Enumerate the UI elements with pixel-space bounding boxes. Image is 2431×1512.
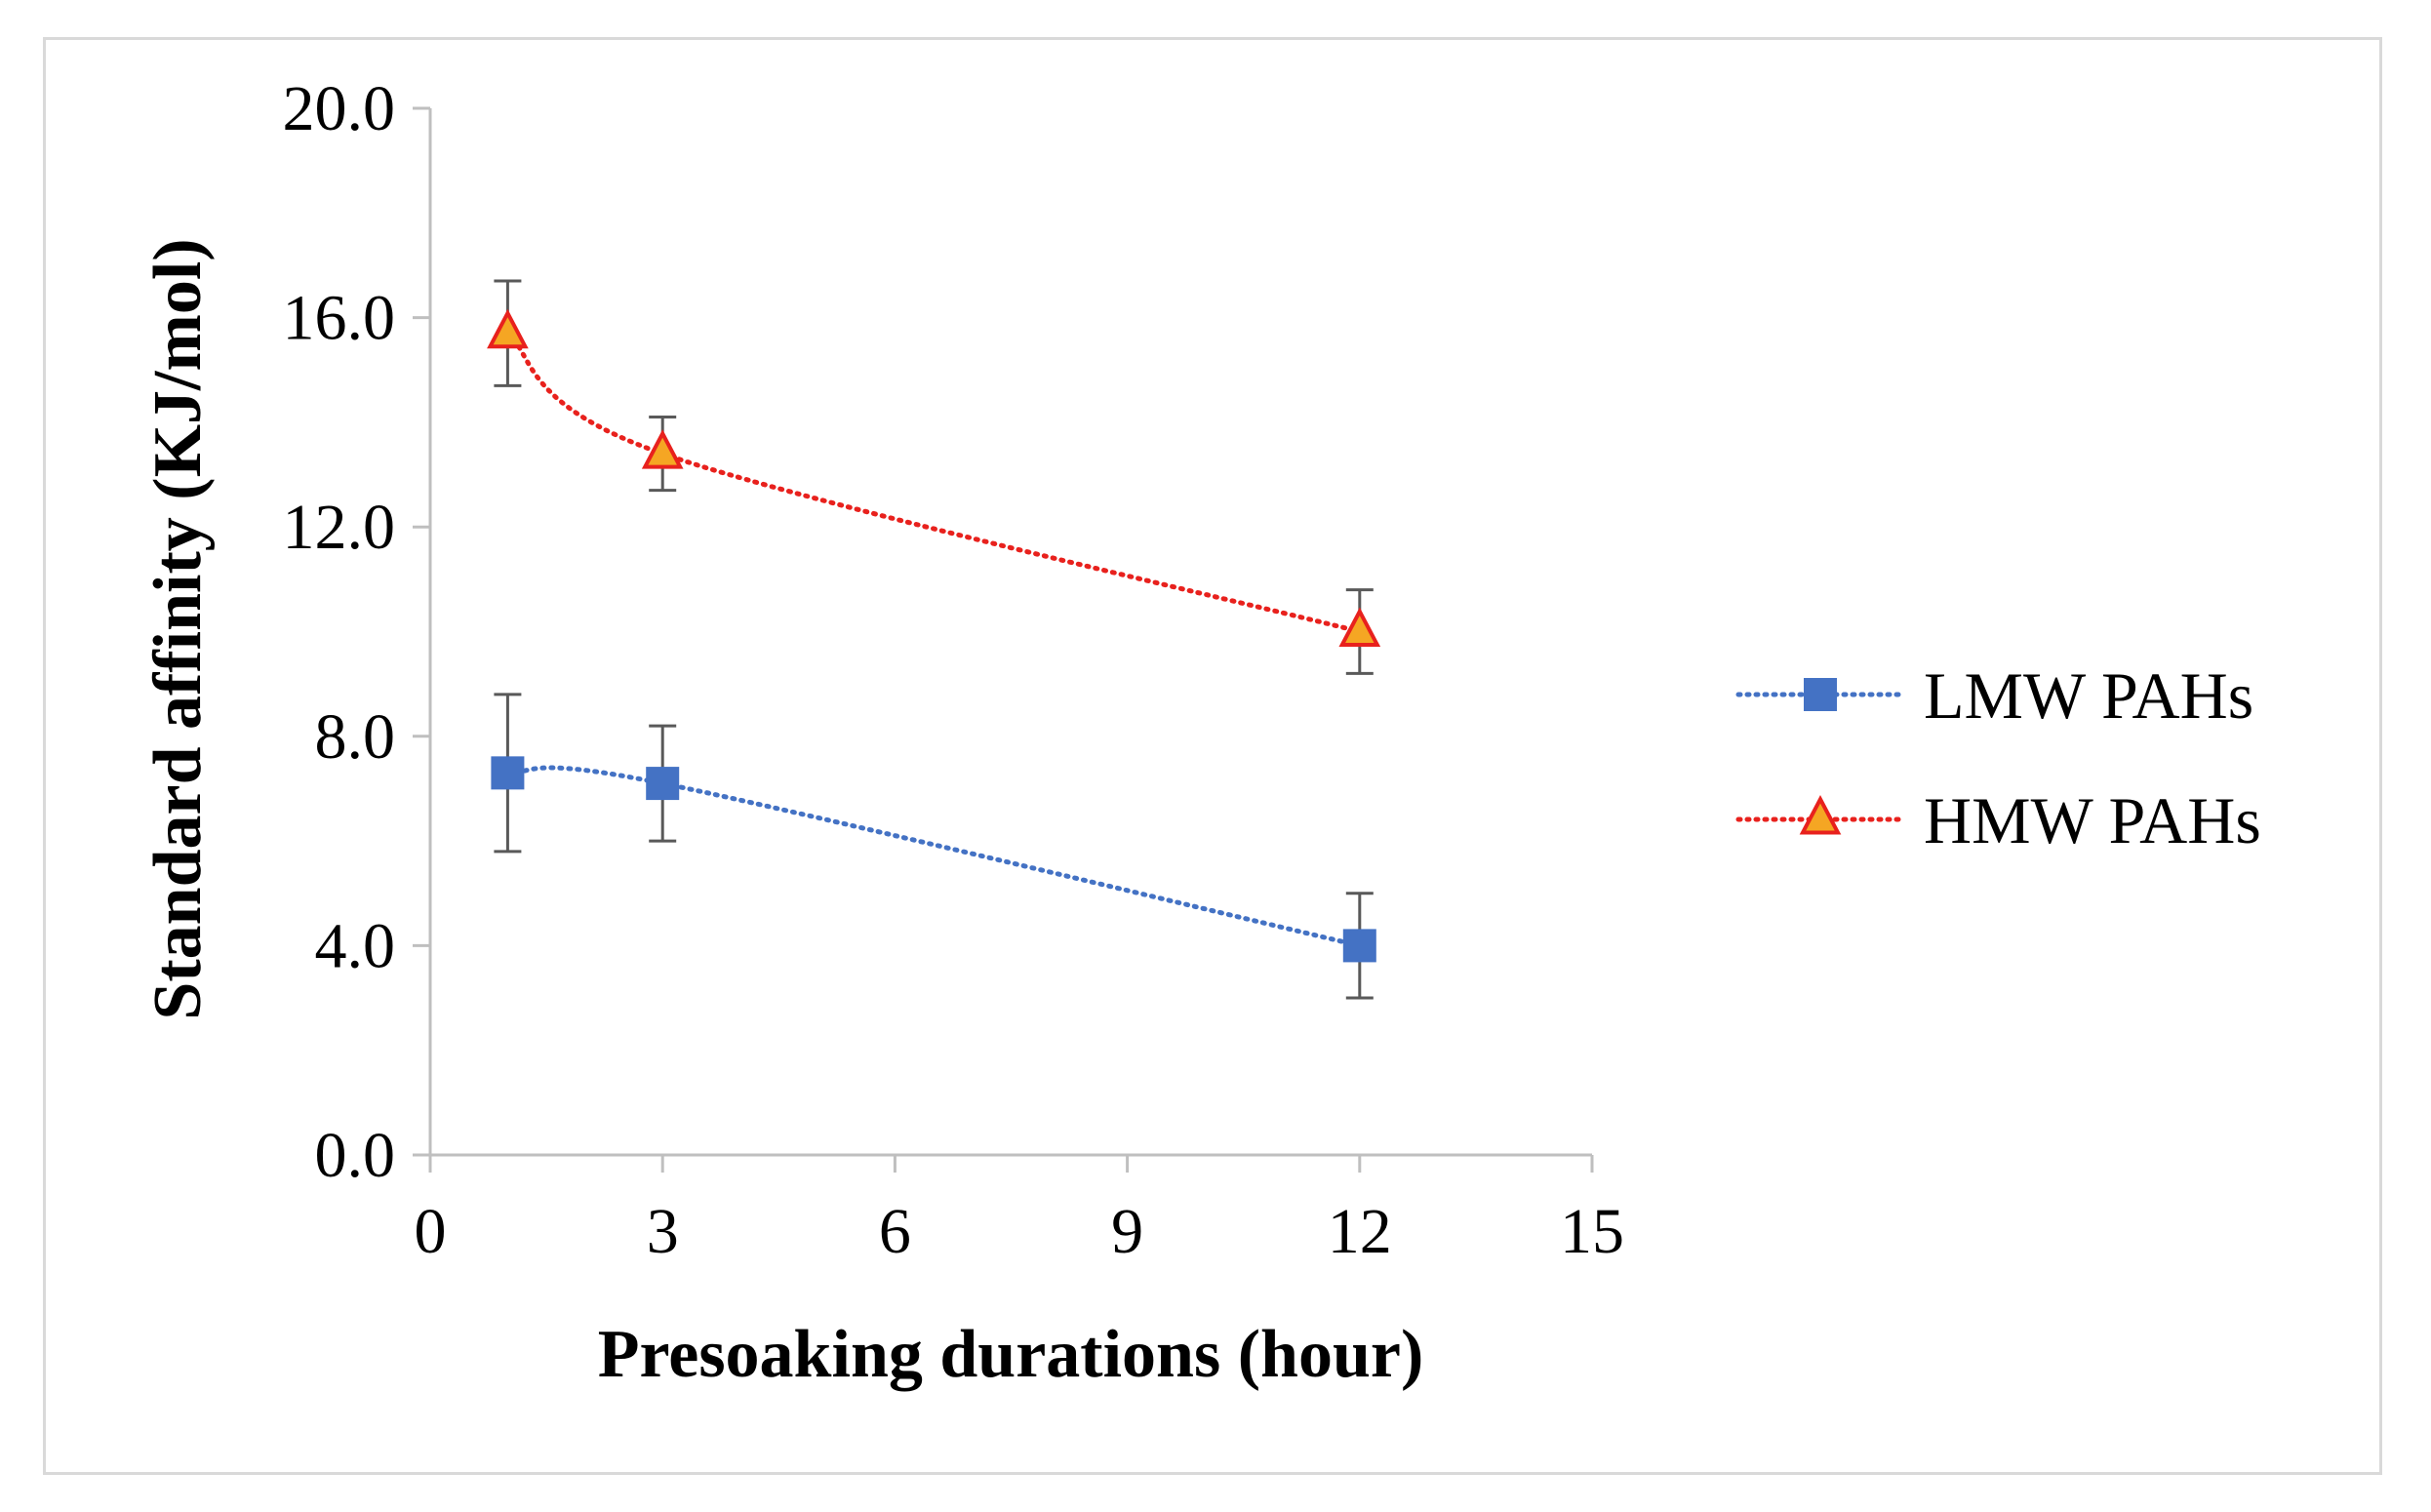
y-tick-label: 16.0 xyxy=(283,283,396,354)
series-line-hmw-pahs xyxy=(504,331,1363,634)
square-marker-legend xyxy=(1804,678,1837,711)
x-tick-label: 0 xyxy=(415,1196,447,1267)
triangle-marker xyxy=(487,308,529,349)
square-marker xyxy=(646,767,680,801)
x-tick-label: 6 xyxy=(879,1196,911,1267)
series-line-lmw-pahs xyxy=(504,765,1363,948)
chart-frame xyxy=(43,37,2382,1475)
axes: 0.0 4.0 8.0 12.0 16.0 20.0 0 3 6 9 12 15 xyxy=(283,73,1625,1267)
legend-item-hmw-pahs: HMW PAHs xyxy=(1735,783,2261,857)
y-tick-label: 12.0 xyxy=(283,492,396,563)
x-tick-label: 3 xyxy=(647,1196,679,1267)
triangle-marker xyxy=(641,429,684,469)
triangle-marker xyxy=(1338,607,1381,647)
square-marker xyxy=(491,756,525,790)
y-axis-title: Standard affinity (KJ/mol) xyxy=(140,238,216,1019)
y-tick-label: 8.0 xyxy=(315,701,396,773)
legend-label: LMW PAHs xyxy=(1924,658,2253,733)
x-axis-title: Presoaking durations (hour) xyxy=(598,1317,1424,1392)
series-hmw-pahs xyxy=(487,279,1381,675)
x-tick-label: 9 xyxy=(1111,1196,1143,1267)
legend-item-lmw-pahs: LMW PAHs xyxy=(1735,658,2253,733)
square-marker xyxy=(1342,929,1376,963)
series-lmw-pahs xyxy=(491,693,1376,1000)
triangle-marker-legend xyxy=(1799,795,1842,835)
legend-label: HMW PAHs xyxy=(1924,783,2261,857)
series-layer xyxy=(487,279,1381,1000)
legend: LMW PAHs HMW PAHs xyxy=(1735,658,2261,857)
y-tick-label: 4.0 xyxy=(315,910,396,981)
x-tick-label: 15 xyxy=(1560,1196,1624,1267)
y-tick-label: 0.0 xyxy=(315,1120,396,1191)
x-tick-label: 12 xyxy=(1328,1196,1392,1267)
y-tick-label: 20.0 xyxy=(283,73,396,144)
